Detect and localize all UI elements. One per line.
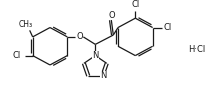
Text: Cl: Cl [164, 23, 172, 32]
Text: N: N [100, 71, 107, 80]
Text: O: O [76, 32, 83, 41]
Text: Cl: Cl [13, 51, 21, 60]
Text: CH₃: CH₃ [19, 20, 33, 29]
Text: N: N [92, 51, 99, 60]
Text: O: O [108, 11, 115, 20]
Text: H·Cl: H·Cl [188, 45, 206, 54]
Text: Cl: Cl [131, 0, 140, 9]
